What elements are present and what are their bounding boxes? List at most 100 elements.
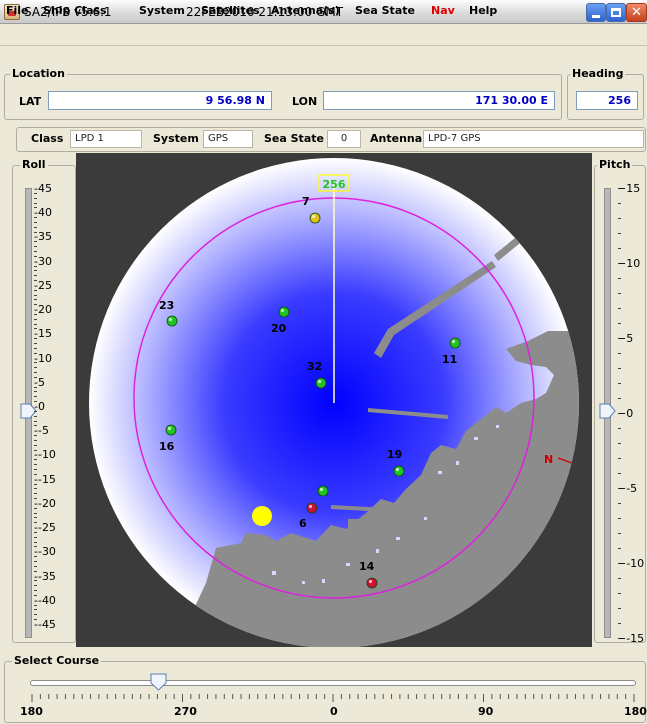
roll-minor-tick	[34, 401, 37, 403]
roll-minor-tick	[34, 590, 37, 592]
pitch-tick-label: −-15	[617, 632, 645, 645]
close-button[interactable]: ✕	[626, 3, 647, 22]
pitch-minor-tick	[618, 398, 621, 399]
location-group	[4, 74, 562, 120]
course-slider-thumb[interactable]	[150, 673, 168, 691]
roll-minor-tick	[34, 439, 37, 441]
sea-state-field[interactable]: 0	[327, 130, 361, 148]
roll-minor-tick	[34, 556, 37, 558]
roll-minor-tick	[34, 294, 37, 296]
roll-minor-tick	[34, 488, 37, 490]
roll-minor-tick	[34, 318, 37, 320]
pitch-tick-label: −5	[617, 332, 634, 345]
roll-tick-label: --30	[34, 545, 56, 559]
roll-minor-tick	[34, 522, 37, 524]
roll-slider-thumb[interactable]	[20, 403, 37, 420]
satellite-marker[interactable]	[309, 212, 321, 224]
roll-minor-tick	[34, 425, 37, 427]
satellite-highlight	[311, 214, 316, 219]
roll-label: Roll	[20, 158, 48, 171]
lon-field[interactable]: 171 30.00 E	[323, 91, 555, 110]
roll-tick-label: -45	[34, 182, 52, 195]
heading-group-label: Heading	[570, 67, 626, 80]
menu-help[interactable]: Help	[469, 4, 498, 17]
satellite-marker[interactable]	[366, 577, 378, 589]
roll-minor-tick	[34, 493, 37, 495]
satellite-highlight	[368, 579, 373, 584]
satellite-highlight	[317, 379, 322, 384]
satellite-marker[interactable]	[278, 306, 290, 318]
sky-plot[interactable]: 256 N 7 23 20 11 32 16 19 6 14	[76, 153, 592, 647]
menu-antennas[interactable]: Antenna(s)	[271, 4, 340, 17]
satellite-highlight	[395, 467, 400, 472]
course-tick-label: 0	[330, 705, 338, 718]
sea-state-label: Sea State	[264, 132, 324, 145]
pitch-slider-thumb[interactable]	[599, 403, 616, 420]
lat-field[interactable]: 9 56.98 N	[48, 91, 272, 110]
roll-minor-tick	[34, 473, 37, 475]
pitch-minor-tick	[618, 218, 621, 219]
menu-satellites[interactable]: Satellites	[201, 4, 260, 17]
pitch-minor-tick	[618, 503, 621, 504]
sun-marker	[252, 506, 272, 526]
satellite-marker[interactable]	[306, 502, 318, 514]
satellite-highlight	[280, 308, 285, 313]
antenna-label: Antenna	[370, 132, 423, 145]
class-field[interactable]: LPD 1	[70, 130, 142, 148]
satellite-label: 20	[271, 322, 287, 335]
roll-tick-label: --20	[34, 496, 56, 510]
course-tick-marks	[31, 694, 635, 702]
menu-file[interactable]: File	[6, 4, 29, 17]
pitch-minor-tick	[618, 323, 621, 324]
roll-minor-tick	[34, 265, 37, 267]
heading-marker-box	[318, 174, 350, 192]
minimize-button[interactable]	[586, 3, 606, 22]
roll-minor-tick	[34, 362, 37, 364]
course-slider-track[interactable]	[30, 680, 636, 686]
roll-minor-tick	[34, 420, 37, 422]
roll-minor-tick	[34, 609, 37, 611]
roll-minor-tick	[34, 289, 37, 291]
class-label: Class	[31, 132, 64, 145]
satellite-marker[interactable]	[393, 465, 405, 477]
pitch-tick-label: −-5	[617, 482, 638, 495]
roll-tick-label: --25	[34, 521, 56, 535]
roll-minor-tick	[34, 468, 37, 470]
satellite-marker[interactable]	[165, 424, 177, 436]
satellite-marker[interactable]	[317, 485, 329, 497]
roll-tick-label: --10	[34, 448, 56, 462]
heading-marker-text: 256	[323, 178, 346, 191]
antenna-field[interactable]: LPD-7 GPS	[423, 130, 644, 148]
roll-minor-tick	[34, 323, 37, 325]
roll-minor-tick	[34, 483, 37, 485]
title-bar[interactable]	[0, 0, 647, 24]
roll-tick-label: --40	[34, 593, 56, 607]
pitch-tick-label: −10	[617, 257, 641, 270]
location-group-label: Location	[10, 67, 67, 80]
pitch-label: Pitch	[597, 158, 633, 171]
roll-minor-tick	[34, 449, 37, 451]
roll-minor-tick	[34, 241, 37, 243]
menu-ship-class[interactable]: Ship Class	[43, 4, 107, 17]
roll-minor-tick	[34, 464, 37, 466]
menu-nav[interactable]: Nav	[431, 4, 455, 17]
course-tick-label: 90	[478, 705, 494, 718]
menu-system[interactable]: System	[139, 4, 185, 17]
satellite-label: 11	[442, 353, 457, 366]
settings-row	[16, 127, 646, 152]
pitch-minor-tick	[618, 308, 621, 309]
lat-label: LAT	[19, 95, 42, 108]
heading-field[interactable]: 256	[576, 91, 638, 110]
satellite-marker[interactable]	[449, 337, 461, 349]
roll-minor-tick	[34, 299, 37, 301]
sky-specks	[272, 425, 499, 584]
course-tick-label: 270	[174, 705, 197, 718]
maximize-button[interactable]	[606, 3, 626, 22]
system-field[interactable]: GPS	[203, 130, 253, 148]
menu-sea-state[interactable]: Sea State	[355, 4, 415, 17]
satellite-marker[interactable]	[166, 315, 178, 327]
lon-label: LON	[292, 95, 318, 108]
roll-minor-tick	[34, 226, 37, 228]
satellite-marker[interactable]	[315, 377, 327, 389]
course-group	[4, 661, 646, 723]
